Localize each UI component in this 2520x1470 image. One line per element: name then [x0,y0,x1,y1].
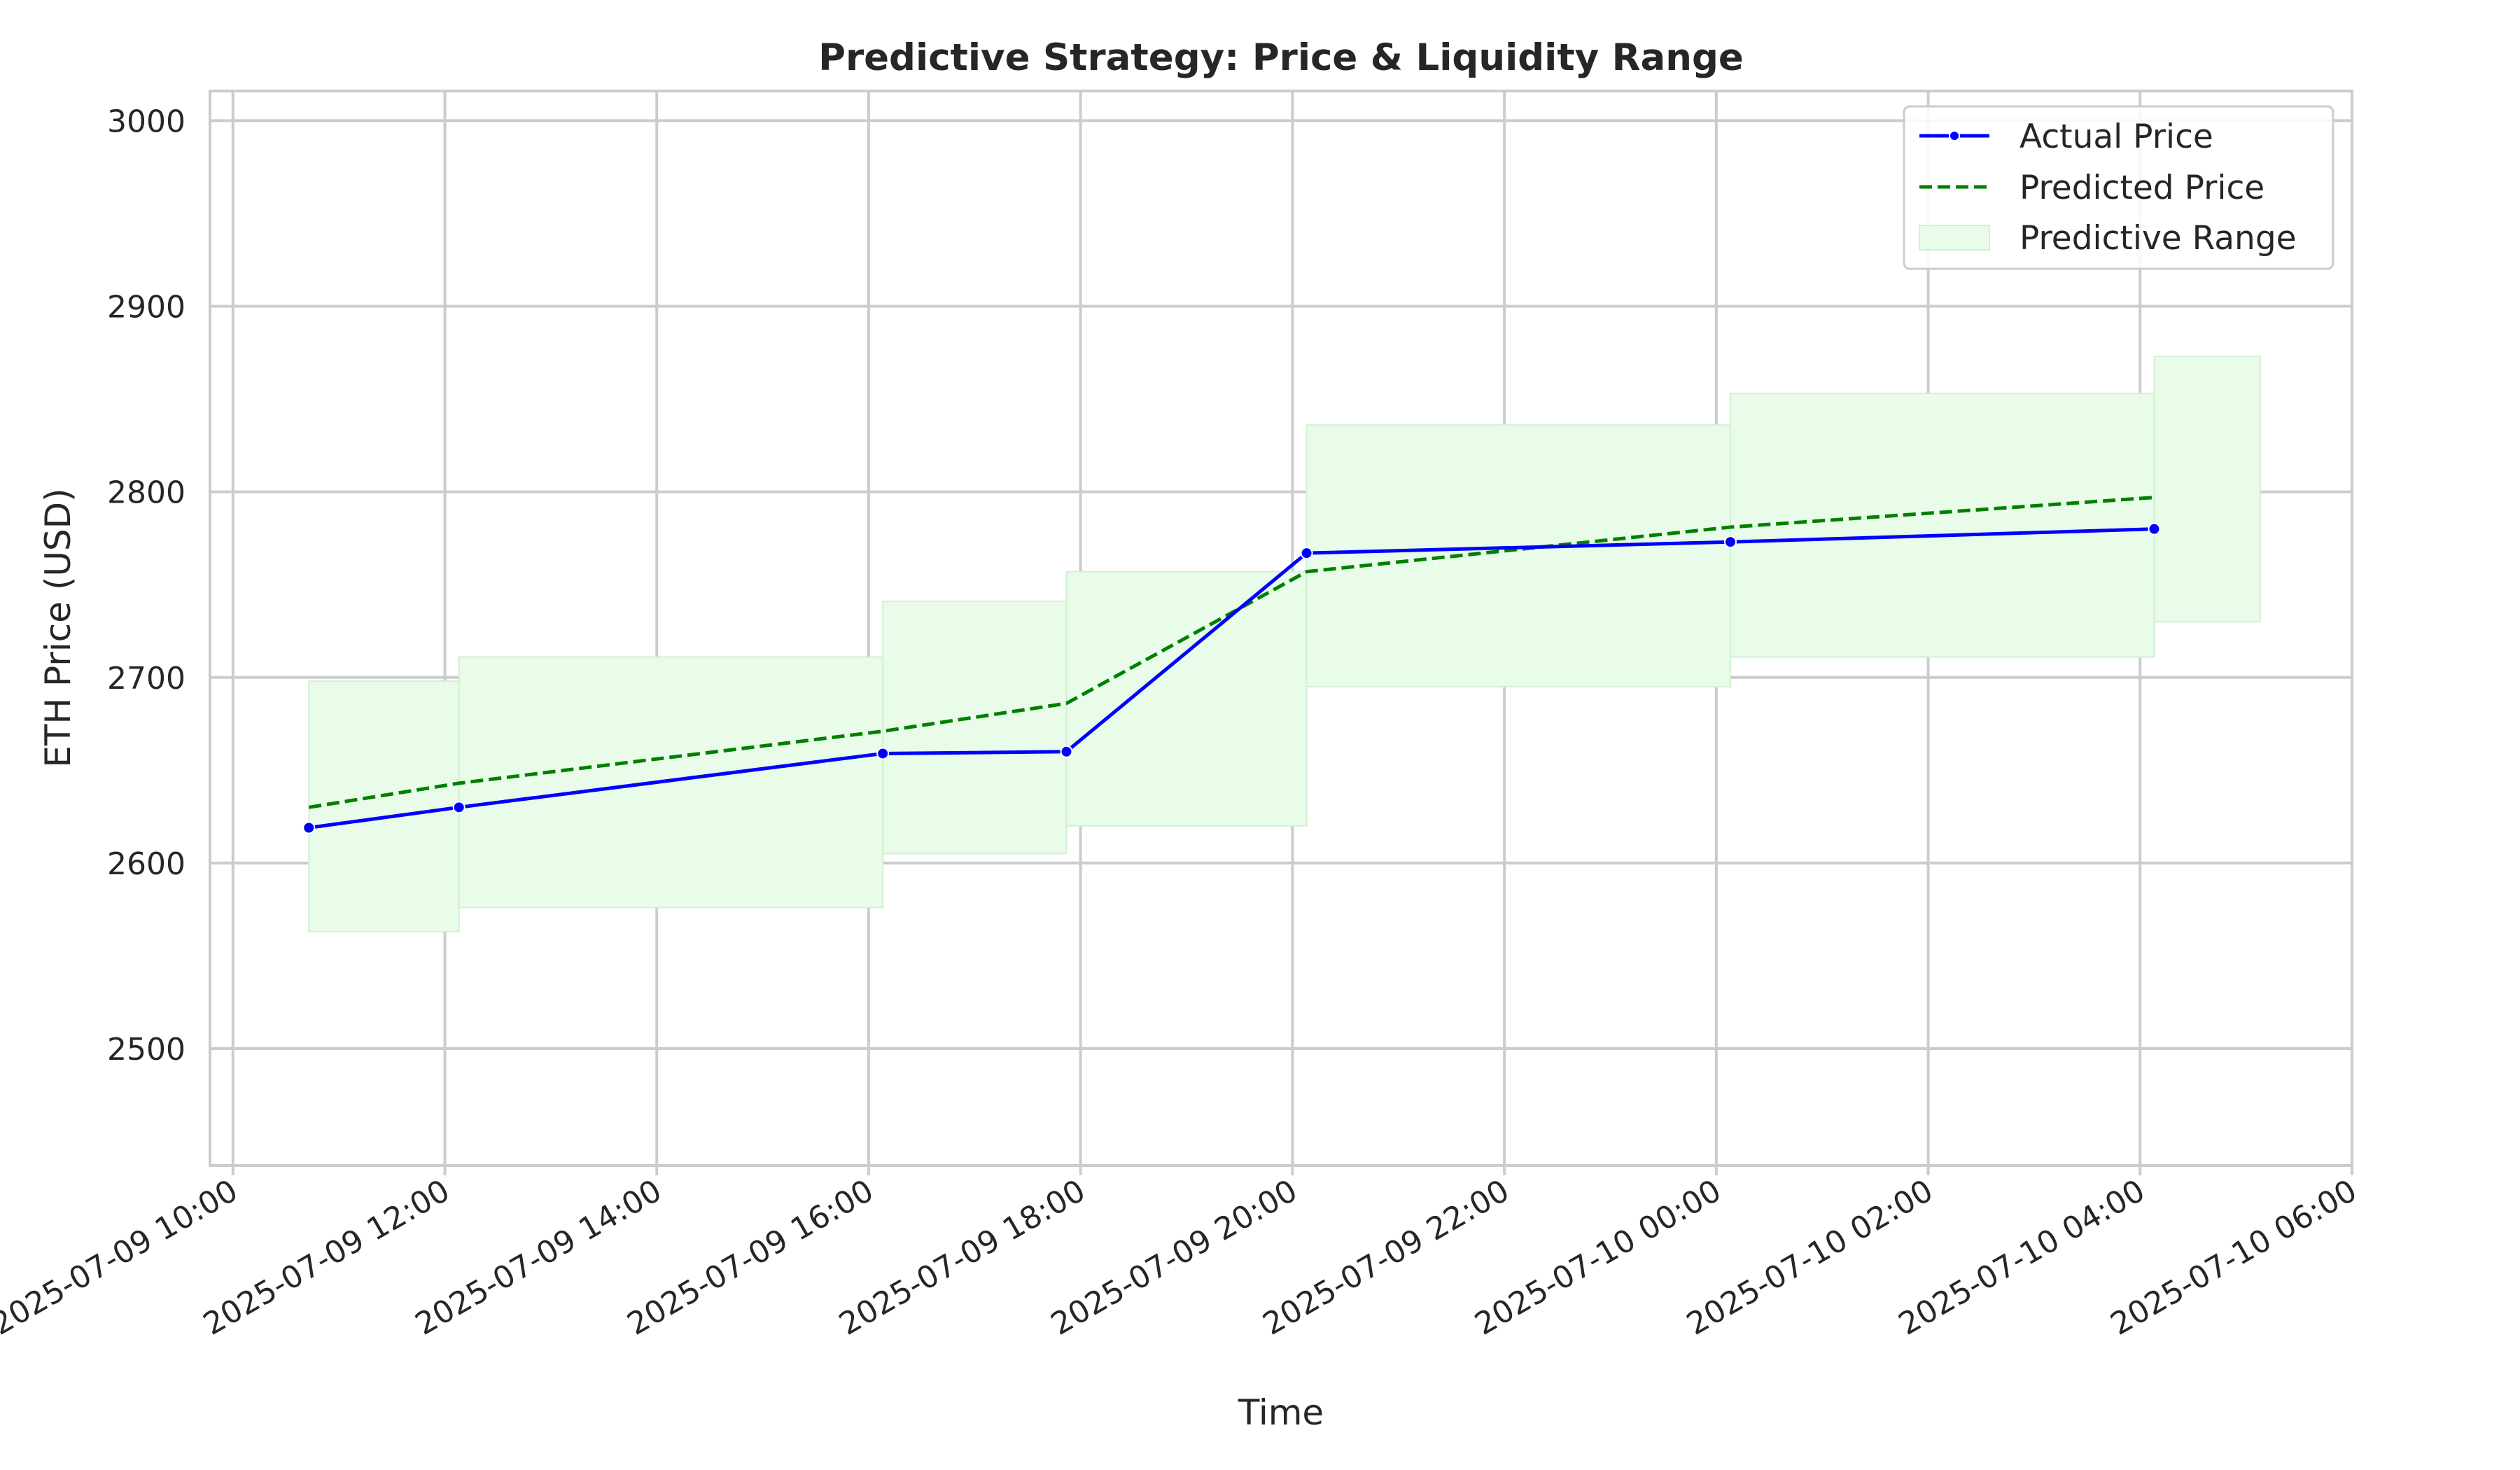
legend-actual-label: Actual Price [2019,118,2213,156]
range-segment [1730,393,2155,658]
actual-price-point [452,801,465,814]
range-segment [1065,570,1308,827]
y-tick-label: 2900 [107,290,186,326]
legend-box [1903,105,2334,270]
legend: Actual Price Predicted Price Predictive … [1903,105,2334,270]
actual-price-point [1300,547,1313,560]
legend-actual-marker [1949,130,1960,141]
legend-range-swatch [1919,225,1990,251]
predicted-price-line [308,496,2155,809]
y-tick-label: 2800 [107,475,186,511]
actual-price-point [1060,745,1073,758]
plot-frame [209,90,2353,1167]
y-axis-label: ETH Price (USD) [38,488,78,767]
y-axis-ticks: 2500 2600 2700 2800 2900 3000 [107,104,186,1068]
actual-price-point [876,747,890,760]
legend-predicted-label: Predicted Price [2019,169,2264,207]
range-segment [2153,356,2261,623]
series-layer [302,496,2161,834]
range-segment [308,680,460,932]
actual-price-point [1724,536,1737,549]
actual-price-point [302,821,316,834]
legend-range-label: Predictive Range [2019,219,2297,258]
y-tick-label: 2500 [107,1032,186,1068]
y-tick-label: 3000 [107,104,186,139]
chart-title: Predictive Strategy: Price & Liquidity R… [818,36,1744,79]
predictive-range [308,356,2261,932]
actual-price-point [2148,522,2161,536]
y-tick-label: 2700 [107,661,186,696]
y-tick-label: 2600 [107,846,186,882]
range-segment [458,656,884,909]
x-axis-label: Time [1238,1392,1324,1433]
range-segment [1306,424,1732,688]
